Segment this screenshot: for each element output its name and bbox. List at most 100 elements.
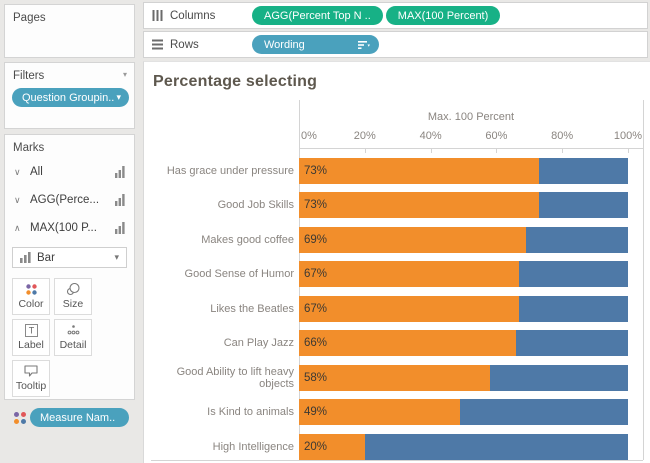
bar-segment-remainder[interactable] [489,364,628,391]
button-label: Detail [59,339,87,351]
detail-icon [67,325,79,335]
button-label: Color [18,298,44,310]
columns-pill-0[interactable]: AGG(Percent Top N .. [252,6,383,25]
tooltip-button[interactable]: Tooltip [12,360,50,397]
columns-shelf[interactable]: Columns AGG(Percent Top N .. MAX(100 Perc… [143,2,648,29]
bar-segment-remainder[interactable] [516,330,628,357]
filter-pill-label: Question Groupin.. [22,91,115,104]
button-label: Label [18,339,44,351]
bar-segment-remainder[interactable] [519,295,628,322]
row-category-label[interactable]: Good Ability to lift heavy objects [176,365,294,390]
columns-icon [152,10,163,21]
marks-label: Marks [13,142,45,154]
bar-segment-top-n[interactable]: 58% [299,364,490,391]
axis-tick-mark [364,149,366,153]
bar-segment-remainder[interactable] [460,399,628,426]
worksheet-view[interactable]: Percentage selecting Max. 100 Percent 0%… [143,61,650,463]
bar-value-label: 58% [304,371,328,384]
bar-segment-remainder[interactable] [519,261,628,288]
marks-item-2[interactable]: ∧ MAX(100 P... [5,214,134,242]
bar-segment-top-n[interactable]: 69% [299,226,526,253]
stacked-bar: 66% [299,330,628,357]
dropdown-caret-icon: ▾ [114,252,119,262]
bar-chart-icon [20,252,31,263]
row-category-label[interactable]: Can Play Jazz [223,337,294,350]
chart-row: High Intelligence 20% [144,426,650,460]
color-legend-icon [14,411,26,424]
axis-tick-mark [628,149,629,153]
marks-item-label: AGG(Perce... [30,194,100,206]
row-category-label[interactable]: High Intelligence [212,440,294,453]
svg-text:T: T [28,326,34,336]
marks-card[interactable]: Marks ∨ All ∨ AGG(Perce... ∧ MAX(100 P... Bar… [4,134,135,427]
bar-segment-top-n[interactable]: 49% [299,399,461,426]
rows-shelf-label: Rows [170,38,199,51]
row-category-label[interactable]: Likes the Beatles [210,302,294,315]
button-label: Size [62,298,84,310]
bar-value-label: 49% [304,406,328,419]
chart-pane[interactable]: Has grace under pressure 73% Good Job Skil… [144,150,650,460]
chart-row: Good Sense of Humor 67% [144,253,650,288]
bar-chart-icon [115,166,125,178]
axis-tick-mark [496,149,498,153]
chevron-down-icon[interactable]: ∨ [14,194,21,205]
row-category-label[interactable]: Good Job Skills [217,199,294,212]
pages-shelf[interactable]: Pages [4,4,135,58]
marks-item-1[interactable]: ∨ AGG(Perce... [5,186,134,214]
stacked-bar: 58% [299,364,628,391]
stacked-bar: 67% [299,295,628,322]
mark-type-dropdown[interactable]: Bar ▾ [12,247,127,268]
rows-icon [152,39,163,50]
axis-title: Max. 100 Percent [427,111,515,123]
measure-names-pill[interactable]: Measure Nam.. [30,408,129,427]
filters-label: Filters [13,70,45,82]
bar-segment-top-n[interactable]: 67% [299,261,520,288]
bar-segment-top-n[interactable]: 67% [299,295,520,322]
bar-value-label: 67% [304,268,328,281]
axis-tick-mark [562,149,564,153]
bar-segment-remainder[interactable] [539,158,628,184]
row-category-label[interactable]: Makes good coffee [201,233,294,246]
axis-tick-mark [430,149,432,153]
axis-tick-label: 100% [613,130,643,142]
pages-label: Pages [13,12,46,24]
bar-segment-remainder[interactable] [364,433,628,460]
bar-segment-top-n[interactable]: 73% [299,192,540,219]
mark-type-value: Bar [37,251,55,264]
bar-segment-remainder[interactable] [539,192,628,219]
rows-shelf[interactable]: Rows Wording [143,31,648,58]
chevron-down-icon[interactable]: ∨ [14,166,21,177]
bar-segment-top-n[interactable]: 20% [299,433,365,460]
button-label: Tooltip [15,380,47,392]
stacked-bar: 67% [299,261,628,288]
collapse-caret-icon[interactable]: ▾ [122,70,127,79]
row-category-label[interactable]: Good Sense of Humor [184,268,294,281]
filter-pill-question-grouping[interactable]: Question Groupin.. ▾ [12,88,129,107]
axis-tick-label: 40% [419,130,442,142]
bar-segment-top-n[interactable]: 66% [299,330,517,357]
color-icon [25,284,37,295]
bar-segment-top-n[interactable]: 73% [299,158,540,184]
tooltip-icon [24,365,38,377]
row-category-label[interactable]: Is Kind to animals [207,406,294,419]
size-button[interactable]: Size [54,278,92,315]
pill-dropdown-caret-icon[interactable]: ▾ [116,92,121,102]
marks-item-0[interactable]: ∨ All [5,158,134,186]
axis-tick-label: 0% [301,130,317,142]
wording-pill[interactable]: Wording [252,35,379,54]
detail-button[interactable]: Detail [54,319,92,356]
bar-chart-icon [115,222,125,234]
label-button[interactable]: T Label [12,319,50,356]
bar-value-label: 66% [304,337,328,350]
columns-pill-1[interactable]: MAX(100 Percent) [385,6,501,25]
row-category-label[interactable]: Has grace under pressure [166,165,294,177]
bar-segment-remainder[interactable] [526,226,628,253]
filters-panel[interactable]: Filters ▾ Question Groupin.. ▾ [4,62,135,129]
axis-line [299,148,643,149]
label-icon: T [24,324,38,337]
stacked-bar: 69% [299,226,628,253]
stacked-bar: 73% [299,192,628,219]
chevron-up-icon[interactable]: ∧ [14,222,21,233]
color-button[interactable]: Color [12,278,50,315]
sort-descending-icon[interactable] [358,40,370,50]
